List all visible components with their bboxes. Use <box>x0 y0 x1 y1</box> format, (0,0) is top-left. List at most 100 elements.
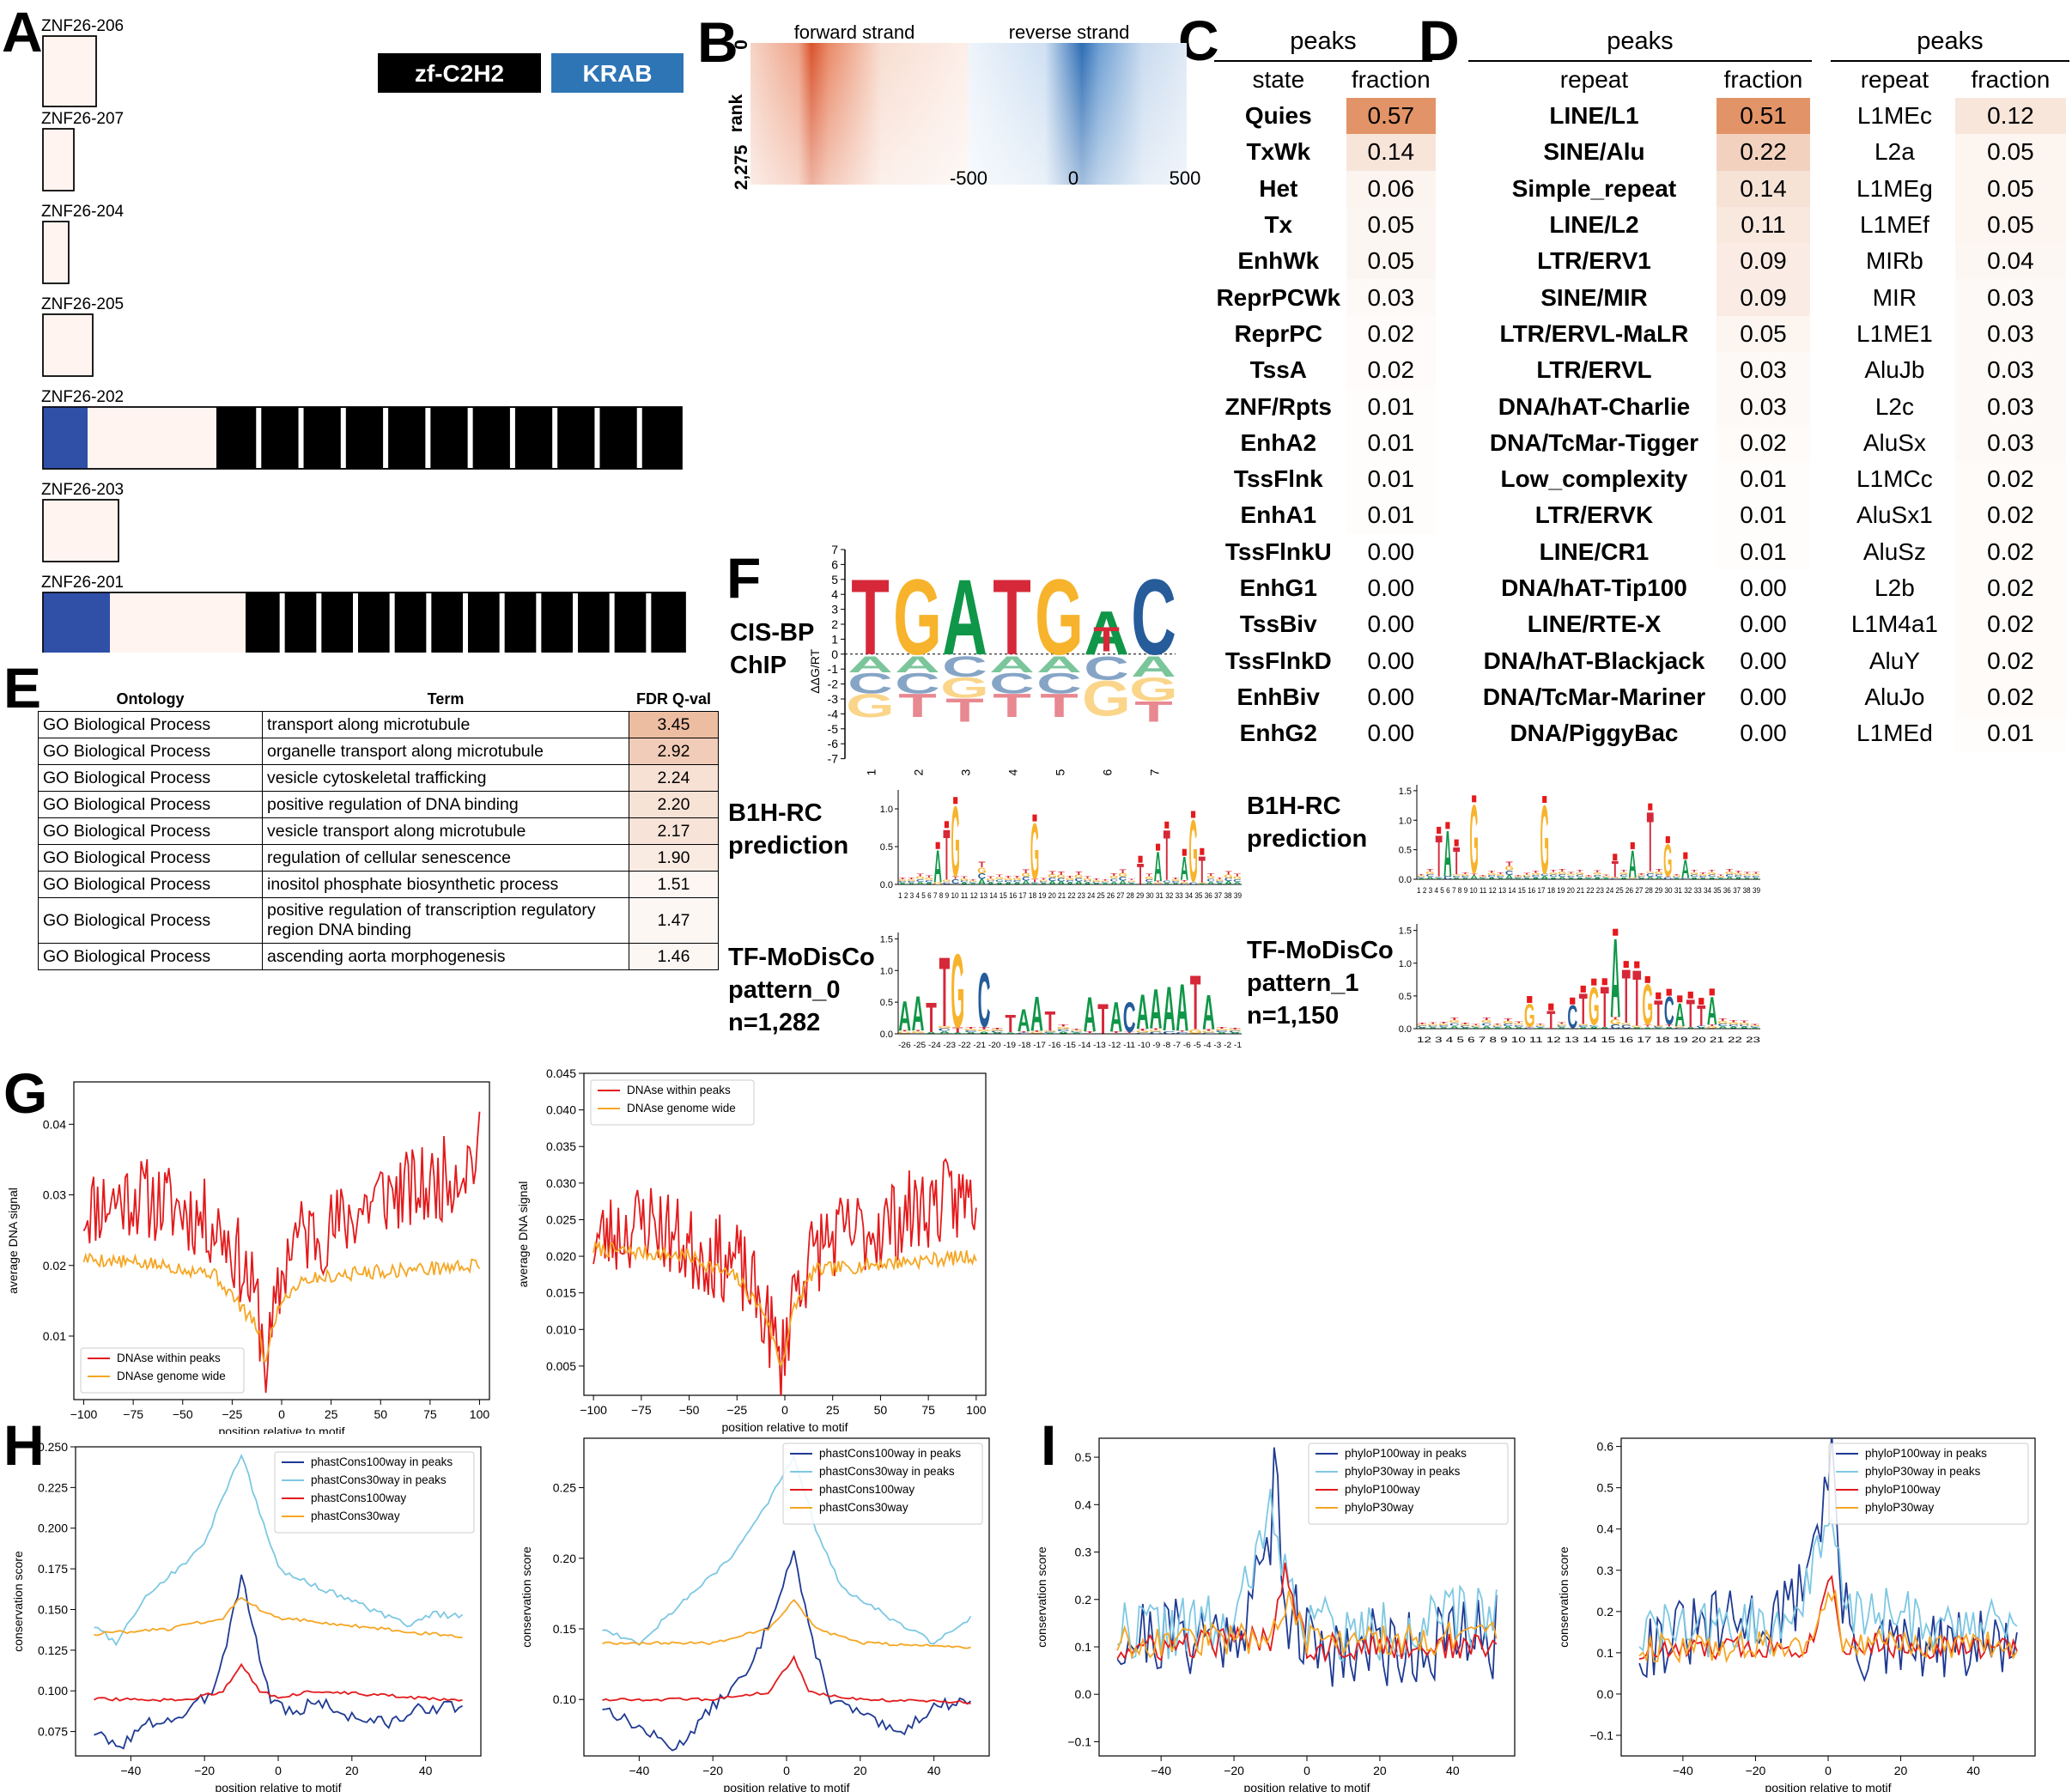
row-label: LINE/L1 <box>1549 102 1639 130</box>
row-label: TssBiv <box>1239 610 1317 638</box>
fraction-cell: 0.05 <box>1954 134 2066 171</box>
logo-letter: G <box>1070 1030 1084 1031</box>
logo-letter: G <box>1461 874 1469 877</box>
logo-letter: A <box>1638 878 1646 880</box>
logo-letter: C <box>1417 1025 1428 1028</box>
fdr-cell: 2.17 <box>629 817 719 845</box>
logo-letter: C <box>1084 880 1092 884</box>
logo-letter: A <box>969 883 977 884</box>
logo-letter: T <box>1048 871 1056 876</box>
error-bar-cap <box>1164 821 1170 829</box>
x-axis-label: position relative to motif <box>218 1424 344 1434</box>
phastcons-chart-right: −40 −20 0 20 40 0.10 0.15 0.20 0.25 position rela… <box>520 1437 990 1792</box>
logo-letter: G <box>977 1030 991 1032</box>
y-axis-label: conservation score <box>520 1546 533 1648</box>
fraction-cell: 0.03 <box>1954 279 2066 316</box>
fraction-cell: 0.22 <box>1716 134 1810 171</box>
b1h-label-right: B1H-RC prediction <box>1247 790 1367 855</box>
fraction-cell: 0.03 <box>1346 279 1436 316</box>
error-bar-cap <box>1191 811 1196 818</box>
logo-letter: T <box>1602 874 1609 876</box>
chromatin-state-table: state fraction Quies 0.57 TxWk 0.14 Het 0.06 Tx 0… <box>1211 62 1436 752</box>
fraction-cell: 0.02 <box>1954 497 2066 534</box>
x-tick-label: 20 <box>854 1764 867 1777</box>
series-line <box>1116 1447 1498 1687</box>
logo-letter: C <box>1163 880 1171 884</box>
y-tick-label: 0.0 <box>1075 1687 1092 1701</box>
logo-letter: C <box>1673 877 1681 878</box>
phylop-chart-right: −40 −20 0 20 40 −0.1 0.0 0.1 0.2 0.3 0.4 0.5 0.6 posi… <box>1557 1437 2036 1792</box>
x-tick-label: 7 <box>1148 768 1162 775</box>
series-line <box>1116 1488 1498 1663</box>
x-tick-label: −100 <box>70 1407 98 1421</box>
y-tick-label: 6 <box>831 557 838 571</box>
legend-label: phyloP30way in peaks <box>1865 1465 1981 1478</box>
logo-letter: T <box>987 877 994 880</box>
series-line <box>94 1453 464 1647</box>
table-row: TssFlnkD 0.00 <box>1211 642 1436 679</box>
logo-letter: G <box>916 876 926 880</box>
legend-box <box>80 1347 245 1394</box>
fraction-cell: 0.14 <box>1346 134 1436 171</box>
logo-letter: G <box>1066 878 1074 881</box>
logo-letter: T <box>1066 875 1073 878</box>
y-tick-label: 0.03 <box>43 1188 66 1202</box>
term-cell: vesicle cytoskeletal trafficking <box>262 764 629 792</box>
logo-letter: A <box>1460 1027 1471 1030</box>
fraction-cell: 0.02 <box>1954 678 2066 716</box>
x-tick-0: 0 <box>1068 167 1079 189</box>
logo-letter: C <box>1057 1029 1070 1032</box>
logo-letter: C <box>1018 1032 1030 1034</box>
logo-letter: G <box>911 1031 925 1034</box>
logo-letter: G <box>969 880 977 882</box>
logo-letter: G <box>1127 880 1136 883</box>
logo-letter: T <box>1686 992 1695 1036</box>
logo-letter: C <box>1557 1025 1568 1028</box>
logo-letter: G <box>1449 1019 1460 1024</box>
row-label: SINE/Alu <box>1543 138 1645 166</box>
logo-letter: C <box>1578 1025 1589 1028</box>
y-tick-label: 0.200 <box>38 1522 68 1535</box>
logo-letter: T <box>1005 875 1012 878</box>
fdr-cell: 1.46 <box>629 943 719 970</box>
fraction-cell: 0.09 <box>1716 243 1810 280</box>
error-bar-cap <box>1656 992 1662 999</box>
fraction-cell: 0.06 <box>1346 170 1436 207</box>
logo-letter: A <box>912 987 925 1042</box>
header-row: repeat fraction <box>1472 62 1810 98</box>
logo-letter: C <box>1123 993 1136 1041</box>
krab-domain <box>43 592 110 653</box>
legend-label: phyloP100way in peaks <box>1865 1447 1987 1460</box>
logo-letter: G <box>1653 1025 1664 1027</box>
x-tick-label: 5 <box>1054 768 1067 775</box>
table-row: DNA/TcMar-Mariner 0.00 <box>1472 678 1810 716</box>
logo-letter: A <box>1725 877 1734 881</box>
cisbp-top-letter: A <box>1084 598 1129 668</box>
logo-letter: G <box>1752 873 1760 876</box>
logo-letter: A <box>1479 878 1487 879</box>
logo-letter: A <box>1449 1025 1460 1030</box>
error-bar-cap <box>1182 848 1187 856</box>
y-tick-label: 1.0 <box>1399 959 1412 969</box>
isoform-body <box>42 313 94 377</box>
logo-letter: C <box>1492 1026 1504 1028</box>
logo-letter: T <box>1647 796 1654 891</box>
row-label: LTR/ERVK <box>1534 501 1654 529</box>
fraction-cell: 0.09 <box>1716 279 1810 316</box>
modisco0-label: TF-MoDisCo pattern_0 n=1,282 <box>728 941 875 1039</box>
zf-spacer <box>298 408 304 468</box>
x-tick-labels: 12 3 4 5 6 7 8 9 10 11 12 13 14 15 16 17… <box>1417 1036 1760 1045</box>
logo-letter: C <box>1514 877 1522 878</box>
logo-letter: A <box>1686 1027 1697 1030</box>
logo-letter: C <box>1653 1026 1664 1029</box>
logo-letter: C <box>1150 1031 1163 1035</box>
logo-letter: T <box>1418 1023 1427 1025</box>
logo-letter: A <box>1018 1004 1030 1039</box>
logo-letter: G <box>1610 1017 1621 1026</box>
row-label: LTR/ERVL <box>1536 356 1652 384</box>
logo-letter: T <box>1040 878 1047 880</box>
y-axis-label: average DNA signal <box>516 1182 530 1288</box>
logo-letter: T <box>952 876 959 880</box>
logo-letter: C <box>1503 1023 1513 1027</box>
fraction-cell: 0.00 <box>1346 715 1436 752</box>
